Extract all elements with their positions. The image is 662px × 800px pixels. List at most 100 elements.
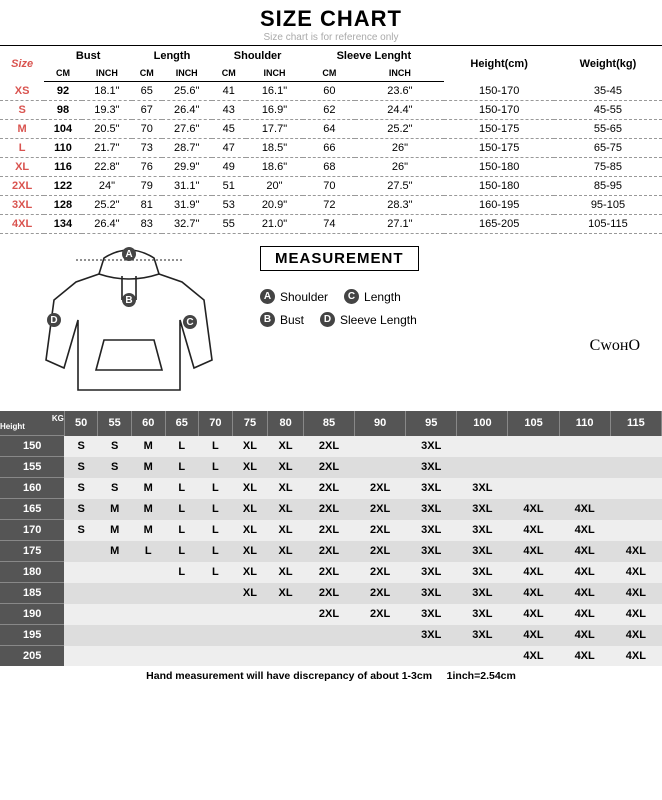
cell-bust-cm: 134 — [44, 215, 82, 234]
rec-cell: 3XL — [457, 499, 508, 520]
rec-cell — [355, 457, 406, 478]
meas-key-icon: D — [320, 312, 335, 327]
cell-sl-in: 23.6" — [355, 82, 444, 101]
cell-sh-in: 16.1" — [246, 82, 304, 101]
cell-sh-in: 16.9" — [246, 101, 304, 120]
rec-cell — [268, 646, 304, 667]
cell-sh-cm: 51 — [212, 177, 246, 196]
brand-logo: CwoнO — [260, 337, 658, 355]
rec-table-row: 150SSMLLXLXL2XL3XL — [0, 436, 662, 457]
rec-cell: 3XL — [406, 520, 457, 541]
cell-size: 3XL — [0, 196, 44, 215]
rec-cell — [64, 625, 98, 646]
cell-sl-in: 27.5" — [355, 177, 444, 196]
rec-cell: 3XL — [457, 604, 508, 625]
sub-cm: CM — [303, 65, 355, 82]
cell-len-cm: 70 — [132, 120, 161, 139]
rec-cell: M — [131, 457, 165, 478]
rec-cell: XL — [268, 436, 304, 457]
size-table-row: XS9218.1"6525.6"4116.1"6023.6"150-17035-… — [0, 82, 662, 101]
rec-cell — [268, 604, 304, 625]
rec-cell: 2XL — [303, 478, 354, 499]
rec-cell — [303, 625, 354, 646]
rec-cell — [199, 604, 233, 625]
cell-sl-in: 27.1" — [355, 215, 444, 234]
cell-size: L — [0, 139, 44, 158]
rec-cell: 2XL — [303, 457, 354, 478]
rec-cell — [64, 562, 98, 583]
cell-sh-cm: 47 — [212, 139, 246, 158]
rec-cell: 4XL — [559, 562, 610, 583]
meas-item-shoulder: A Shoulder — [260, 289, 328, 304]
rec-cell: 4XL — [508, 625, 559, 646]
cell-bust-cm: 104 — [44, 120, 82, 139]
rec-cell: 2XL — [355, 562, 406, 583]
rec-cell: S — [98, 436, 132, 457]
col-weight: Weight(kg) — [554, 46, 662, 82]
rec-table-row: 155SSMLLXLXL2XL3XL — [0, 457, 662, 478]
rec-cell: M — [131, 478, 165, 499]
rec-cell: XL — [232, 562, 268, 583]
rec-cell — [199, 646, 233, 667]
svg-text:B: B — [125, 295, 132, 306]
rec-cell — [610, 499, 661, 520]
rec-cell — [131, 604, 165, 625]
cell-size: 4XL — [0, 215, 44, 234]
meas-item-length: C Length — [344, 289, 401, 304]
rec-cell: L — [165, 541, 199, 562]
cell-weight: 45-55 — [554, 101, 662, 120]
cell-len-in: 32.7" — [162, 215, 212, 234]
rec-cell: XL — [268, 562, 304, 583]
meas-label: Length — [364, 290, 401, 304]
cell-weight: 65-75 — [554, 139, 662, 158]
cell-bust-in: 20.5" — [82, 120, 132, 139]
meas-key-icon: C — [344, 289, 359, 304]
size-chart-container: SIZE CHART Size chart is for reference o… — [0, 0, 662, 690]
rec-height-cell: 205 — [0, 646, 64, 667]
sub-inch: INCH — [82, 65, 132, 82]
cell-sl-cm: 60 — [303, 82, 355, 101]
rec-cell — [232, 646, 268, 667]
rec-cell — [165, 583, 199, 604]
rec-cell: 2XL — [355, 583, 406, 604]
cell-len-cm: 81 — [132, 196, 161, 215]
size-table-row: 3XL12825.2"8131.9"5320.9"7228.3"160-1959… — [0, 196, 662, 215]
cell-sh-in: 17.7" — [246, 120, 304, 139]
rec-cell — [355, 625, 406, 646]
cell-sh-in: 20.9" — [246, 196, 304, 215]
rec-cell: 4XL — [559, 604, 610, 625]
rec-height-cell: 185 — [0, 583, 64, 604]
cell-weight: 75-85 — [554, 158, 662, 177]
rec-cell — [457, 436, 508, 457]
cell-bust-in: 25.2" — [82, 196, 132, 215]
rec-table-row: 180LLXLXL2XL2XL3XL3XL4XL4XL4XL — [0, 562, 662, 583]
rec-cell: L — [199, 562, 233, 583]
cell-height: 150-180 — [444, 177, 554, 196]
rec-cell: XL — [232, 436, 268, 457]
rec-cell — [508, 478, 559, 499]
size-table: Size Bust Length Shoulder Sleeve Lenght … — [0, 45, 662, 234]
rec-cell: XL — [268, 499, 304, 520]
rec-cell: 2XL — [303, 499, 354, 520]
cell-len-in: 28.7" — [162, 139, 212, 158]
rec-cell: 4XL — [610, 541, 661, 562]
rec-cell — [165, 604, 199, 625]
rec-cell — [165, 625, 199, 646]
cell-len-cm: 79 — [132, 177, 161, 196]
rec-cell: 4XL — [559, 541, 610, 562]
cell-sh-in: 18.5" — [246, 139, 304, 158]
size-table-row: M10420.5"7027.6"4517.7"6425.2"150-17555-… — [0, 120, 662, 139]
measurement-title: MEASUREMENT — [260, 246, 419, 271]
cell-len-in: 31.9" — [162, 196, 212, 215]
rec-cell: XL — [232, 541, 268, 562]
rec-cell — [64, 541, 98, 562]
rec-cell: 2XL — [355, 499, 406, 520]
svg-text:D: D — [50, 315, 57, 326]
rec-cell: 4XL — [559, 646, 610, 667]
rec-cell: XL — [268, 478, 304, 499]
rec-cell: 3XL — [406, 541, 457, 562]
meas-key-icon: A — [260, 289, 275, 304]
rec-cell: S — [64, 478, 98, 499]
cell-size: 2XL — [0, 177, 44, 196]
size-table-row: 2XL12224"7931.1"5120"7027.5"150-18085-95 — [0, 177, 662, 196]
